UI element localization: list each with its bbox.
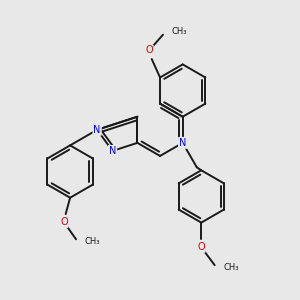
Text: N: N — [109, 146, 116, 156]
Text: O: O — [146, 45, 153, 55]
Text: CH₃: CH₃ — [224, 263, 239, 272]
Text: O: O — [197, 242, 205, 252]
Text: O: O — [60, 218, 68, 227]
Text: CH₃: CH₃ — [85, 237, 100, 246]
Text: CH₃: CH₃ — [172, 27, 188, 36]
Text: N: N — [94, 125, 101, 135]
Text: N: N — [179, 138, 186, 148]
